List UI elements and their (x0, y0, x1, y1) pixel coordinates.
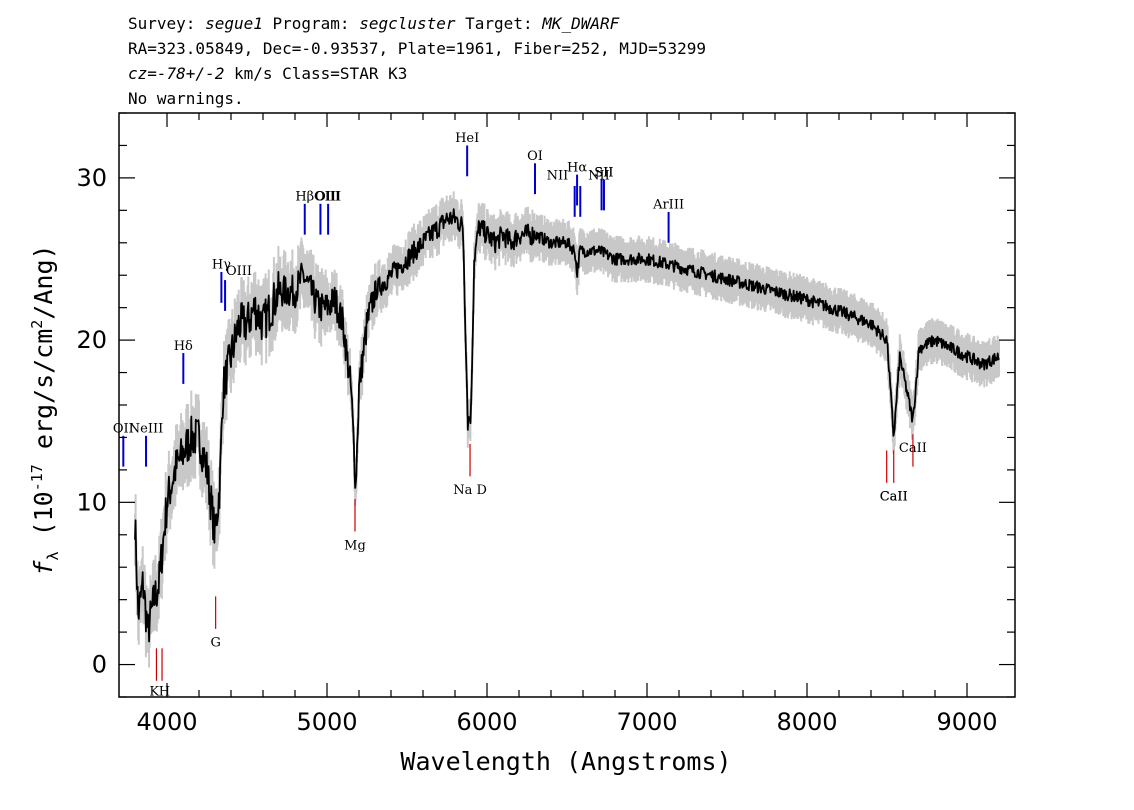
emission-label-0: OII (113, 422, 134, 437)
y-axis-label: fλ (10-17 erg/s/cm2/Ang) (28, 244, 62, 575)
absorption-label-3: Mg (344, 538, 366, 553)
y-axis-label-part: f (29, 560, 58, 576)
emission-label-8: HeI (455, 131, 479, 146)
spectrum-line (134, 208, 1000, 643)
emission-label-13: SII (594, 165, 613, 180)
y-axis-label-part: /Ang) (29, 244, 58, 319)
emission-label-14: SII (594, 165, 613, 180)
emission-label-9: OI (527, 149, 543, 164)
y-tick-label-3: 30 (76, 164, 107, 192)
y-axis-label-part: 2 (28, 320, 46, 329)
header-part: cz=-78+/-2 (128, 64, 224, 83)
error-band (134, 191, 1000, 668)
error-band-path (134, 191, 1000, 668)
emission-label-15: ArIII (652, 198, 684, 213)
absorption-label-5: CaII (880, 490, 908, 505)
x-tick-label-0: 4000 (136, 708, 197, 736)
header-part: Survey: (128, 14, 205, 33)
x-tick-label-1: 5000 (296, 708, 357, 736)
x-axis-label: Wavelength (Angstroms) (400, 747, 731, 776)
emission-label-4: OIII (226, 264, 252, 279)
x-tick-label-3: 7000 (616, 708, 677, 736)
emission-label-10: NII (547, 169, 569, 184)
emission-label-11: Hα (567, 160, 587, 175)
header-line-redshift: cz=-78+/-2 km/s Class=STAR K3 (128, 64, 407, 83)
absorption-label-4: Na D (453, 483, 487, 498)
header-line-warnings: No warnings. (128, 89, 244, 108)
y-tick-label-1: 10 (76, 488, 107, 516)
y-axis-label-part: erg/s/cm (29, 329, 58, 464)
absorption-label-2: G (210, 636, 220, 651)
x-tick-label-5: 9000 (936, 708, 997, 736)
header-part: Target: (456, 14, 543, 33)
y-tick-label-2: 20 (76, 326, 107, 354)
absorption-label-6: CaII (880, 490, 908, 505)
emission-label-5: Hβ (295, 190, 314, 205)
y-axis-label-part: -17 (28, 464, 46, 491)
header-part: segue1 (205, 14, 263, 33)
header-line-survey: Survey: segue1 Program: segcluster Targe… (128, 14, 620, 33)
x-tick-label-2: 6000 (456, 708, 517, 736)
x-tick-label-4: 8000 (776, 708, 837, 736)
plot-axes: 4000 5000 6000 7000 8000 9000 0 10 20 30 (76, 112, 1016, 736)
y-tick-label-0: 0 (92, 651, 107, 679)
y-axis-label-part: (10 (29, 491, 58, 551)
y-axis-label-part: λ (44, 551, 62, 560)
spectrum-series (134, 208, 1000, 643)
header-part: km/s Class=STAR K3 (224, 64, 407, 83)
header-part: Program: (263, 14, 359, 33)
absorption-label-0: K (149, 684, 159, 699)
absorption-label-7: CaII (899, 441, 927, 456)
header-part: MK_DWARF (541, 14, 619, 33)
emission-label-6: OIII (314, 190, 340, 205)
emission-label-1: NeIII (129, 422, 163, 437)
emission-label-3: Hγ (212, 258, 231, 273)
absorption-label-1: H (159, 684, 170, 699)
header-line-coordinates: RA=323.05849, Dec=-0.93537, Plate=1961, … (128, 39, 706, 58)
plot-frame (118, 112, 1016, 698)
header-block: Survey: segue1 Program: segcluster Targe… (128, 14, 706, 108)
emission-label-7: OIII (315, 190, 341, 205)
header-part: segcluster (359, 14, 456, 33)
emission-label-2: Hδ (174, 339, 193, 354)
